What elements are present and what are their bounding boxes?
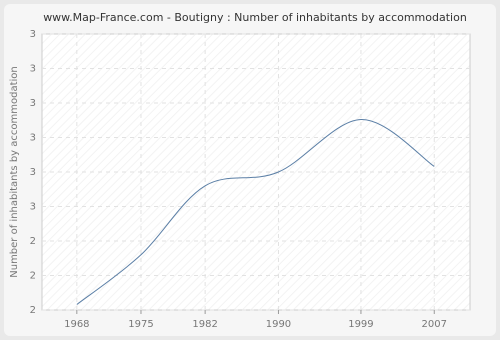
x-tick-label: 1990 [266,319,291,330]
y-tick-label: 2 [30,305,36,316]
y-tick-label: 3 [30,202,36,213]
y-tick-label: 3 [30,64,36,75]
y-tick-label: 2 [30,236,36,247]
x-tick-label: 1999 [348,319,373,330]
plot-area [41,33,471,311]
y-tick-label: 3 [30,167,36,178]
x-tick-label: 2007 [422,319,447,330]
y-tick-label: 3 [30,29,36,40]
y-tick-label: 2 [30,271,36,282]
y-axis-label: Number of inhabitants by accommodation [9,66,20,278]
y-tick-label: 3 [30,98,36,109]
x-tick-label: 1982 [192,319,217,330]
y-tick-label: 3 [30,133,36,144]
x-tick-label: 1968 [64,319,89,330]
x-tick-label: 1975 [128,319,153,330]
chart-title: www.Map-France.com - Boutigny : Number o… [43,11,467,24]
data-line [76,119,435,305]
